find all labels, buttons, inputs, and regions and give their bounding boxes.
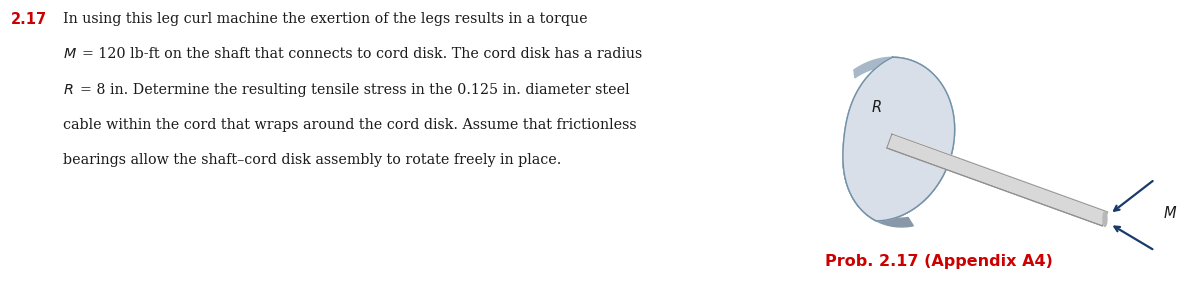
Text: $M$: $M$ — [64, 47, 77, 61]
Text: bearings allow the shaft–cord disk assembly to rotate freely in place.: bearings allow the shaft–cord disk assem… — [64, 153, 562, 167]
Text: Prob. 2.17 (Appendix A4): Prob. 2.17 (Appendix A4) — [826, 254, 1054, 269]
Text: 2.17: 2.17 — [11, 12, 48, 27]
Text: $R$: $R$ — [64, 83, 73, 97]
Polygon shape — [887, 134, 1108, 226]
Polygon shape — [842, 57, 955, 221]
Text: In using this leg curl machine the exertion of the legs results in a torque: In using this leg curl machine the exert… — [64, 12, 588, 26]
Text: cable within the cord that wraps around the cord disk. Assume that frictionless: cable within the cord that wraps around … — [64, 118, 637, 132]
Polygon shape — [842, 57, 955, 221]
Text: $M$: $M$ — [1163, 205, 1177, 221]
Text: = 120 lb-ft on the shaft that connects to cord disk. The cord disk has a radius: = 120 lb-ft on the shaft that connects t… — [82, 47, 642, 61]
Text: $R$: $R$ — [871, 99, 882, 115]
Polygon shape — [854, 57, 929, 78]
Polygon shape — [842, 144, 954, 221]
Polygon shape — [853, 190, 913, 227]
Text: = 8 in. Determine the resulting tensile stress in the 0.125 in. diameter steel: = 8 in. Determine the resulting tensile … — [79, 83, 629, 97]
Ellipse shape — [1103, 212, 1106, 226]
